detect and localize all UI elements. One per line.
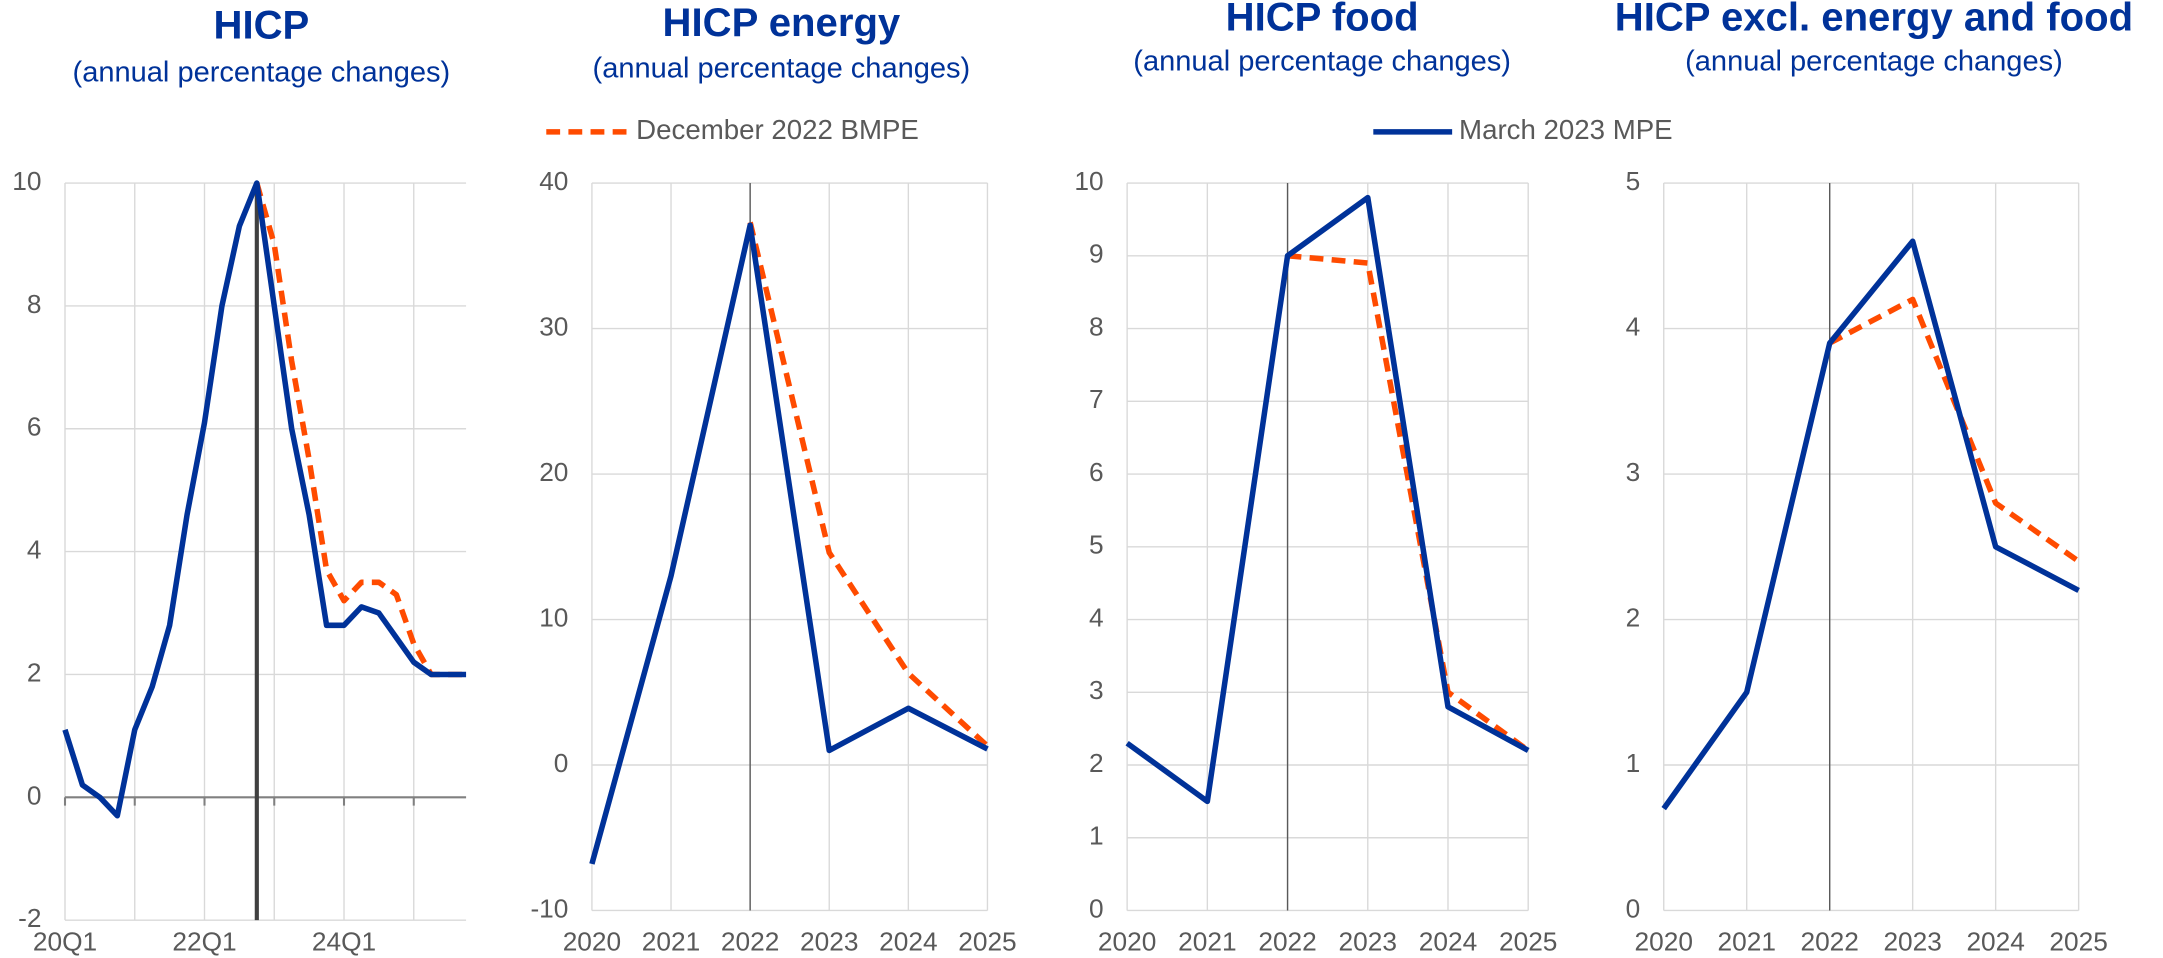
y-tick-label: 10 — [1074, 166, 1103, 196]
y-tick-label: 4 — [1089, 602, 1104, 632]
y-tick-label: 3 — [1089, 675, 1104, 705]
x-tick-label: 2025 — [1499, 927, 1557, 957]
x-tick-label: 2022 — [1258, 927, 1316, 957]
x-tick-label: 24Q1 — [312, 927, 376, 957]
y-tick-label: 8 — [27, 289, 42, 319]
series-line — [589, 222, 989, 865]
y-tick-label: 5 — [1626, 166, 1641, 196]
y-tick-label: 8 — [1089, 311, 1104, 341]
chart-title: HICP excl. energy and food — [1615, 0, 2133, 39]
y-tick-label: 3 — [1626, 457, 1641, 487]
y-tick-label: 30 — [539, 311, 568, 341]
x-tick-label: 2023 — [1339, 927, 1397, 957]
series-line — [62, 180, 467, 819]
series-line — [747, 221, 990, 749]
y-tick-label: 9 — [1089, 239, 1104, 269]
x-tick-label: 2024 — [1966, 927, 2024, 957]
y-tick-label: 4 — [1626, 311, 1641, 341]
chart-subtitle: (annual percentage changes) — [1685, 45, 2063, 77]
chart-subtitle: (annual percentage changes) — [73, 56, 451, 88]
x-tick-label: 2021 — [1718, 927, 1776, 957]
y-tick-label: 2 — [27, 657, 42, 687]
legend-label: December 2022 BMPE — [636, 114, 919, 145]
y-tick-label: 10 — [12, 166, 41, 196]
chart-title: HICP — [213, 4, 309, 48]
x-tick-label: 2025 — [2049, 927, 2107, 957]
y-tick-label: 1 — [1089, 821, 1104, 851]
y-tick-label: 0 — [27, 780, 42, 810]
chart-title: HICP energy — [663, 1, 901, 45]
series-line — [1828, 296, 2081, 564]
x-tick-label: 2022 — [721, 927, 779, 957]
chart-title: HICP food — [1226, 0, 1419, 39]
y-tick-label: 10 — [539, 602, 568, 632]
y-tick-label: 5 — [1089, 530, 1104, 560]
y-tick-label: 40 — [539, 166, 568, 196]
y-tick-label: 7 — [1089, 384, 1104, 414]
x-tick-label: 2023 — [800, 927, 858, 957]
y-tick-label: -2 — [18, 903, 41, 933]
y-tick-label: 1 — [1626, 748, 1641, 778]
x-tick-label: 2021 — [642, 927, 700, 957]
x-tick-label: 2022 — [1800, 927, 1858, 957]
y-tick-label: 4 — [27, 535, 42, 565]
series-line — [1661, 238, 2080, 811]
y-tick-label: 6 — [27, 412, 42, 442]
x-tick-label: 2020 — [563, 927, 621, 957]
x-tick-label: 2020 — [1098, 927, 1156, 957]
y-tick-label: 2 — [1089, 748, 1104, 778]
y-tick-label: 20 — [539, 457, 568, 487]
legend-label: March 2023 MPE — [1459, 114, 1673, 145]
x-tick-label: 2023 — [1883, 927, 1941, 957]
x-tick-label: 20Q1 — [33, 927, 97, 957]
x-tick-label: 2024 — [1419, 927, 1477, 957]
chart-subtitle: (annual percentage changes) — [1133, 45, 1511, 77]
chart-subtitle: (annual percentage changes) — [593, 52, 971, 84]
x-tick-label: 2024 — [879, 927, 937, 957]
x-tick-label: 2025 — [958, 927, 1016, 957]
y-tick-label: 0 — [554, 748, 569, 778]
series-line — [1287, 253, 1530, 753]
x-tick-label: 22Q1 — [172, 927, 236, 957]
x-tick-label: 2020 — [1635, 927, 1693, 957]
y-tick-label: 6 — [1089, 457, 1104, 487]
x-tick-label: 2021 — [1178, 927, 1236, 957]
series-line — [1125, 194, 1530, 805]
y-tick-label: -10 — [530, 893, 568, 923]
y-tick-label: 2 — [1626, 602, 1641, 632]
y-tick-label: 0 — [1626, 893, 1641, 923]
y-tick-label: 0 — [1089, 893, 1104, 923]
